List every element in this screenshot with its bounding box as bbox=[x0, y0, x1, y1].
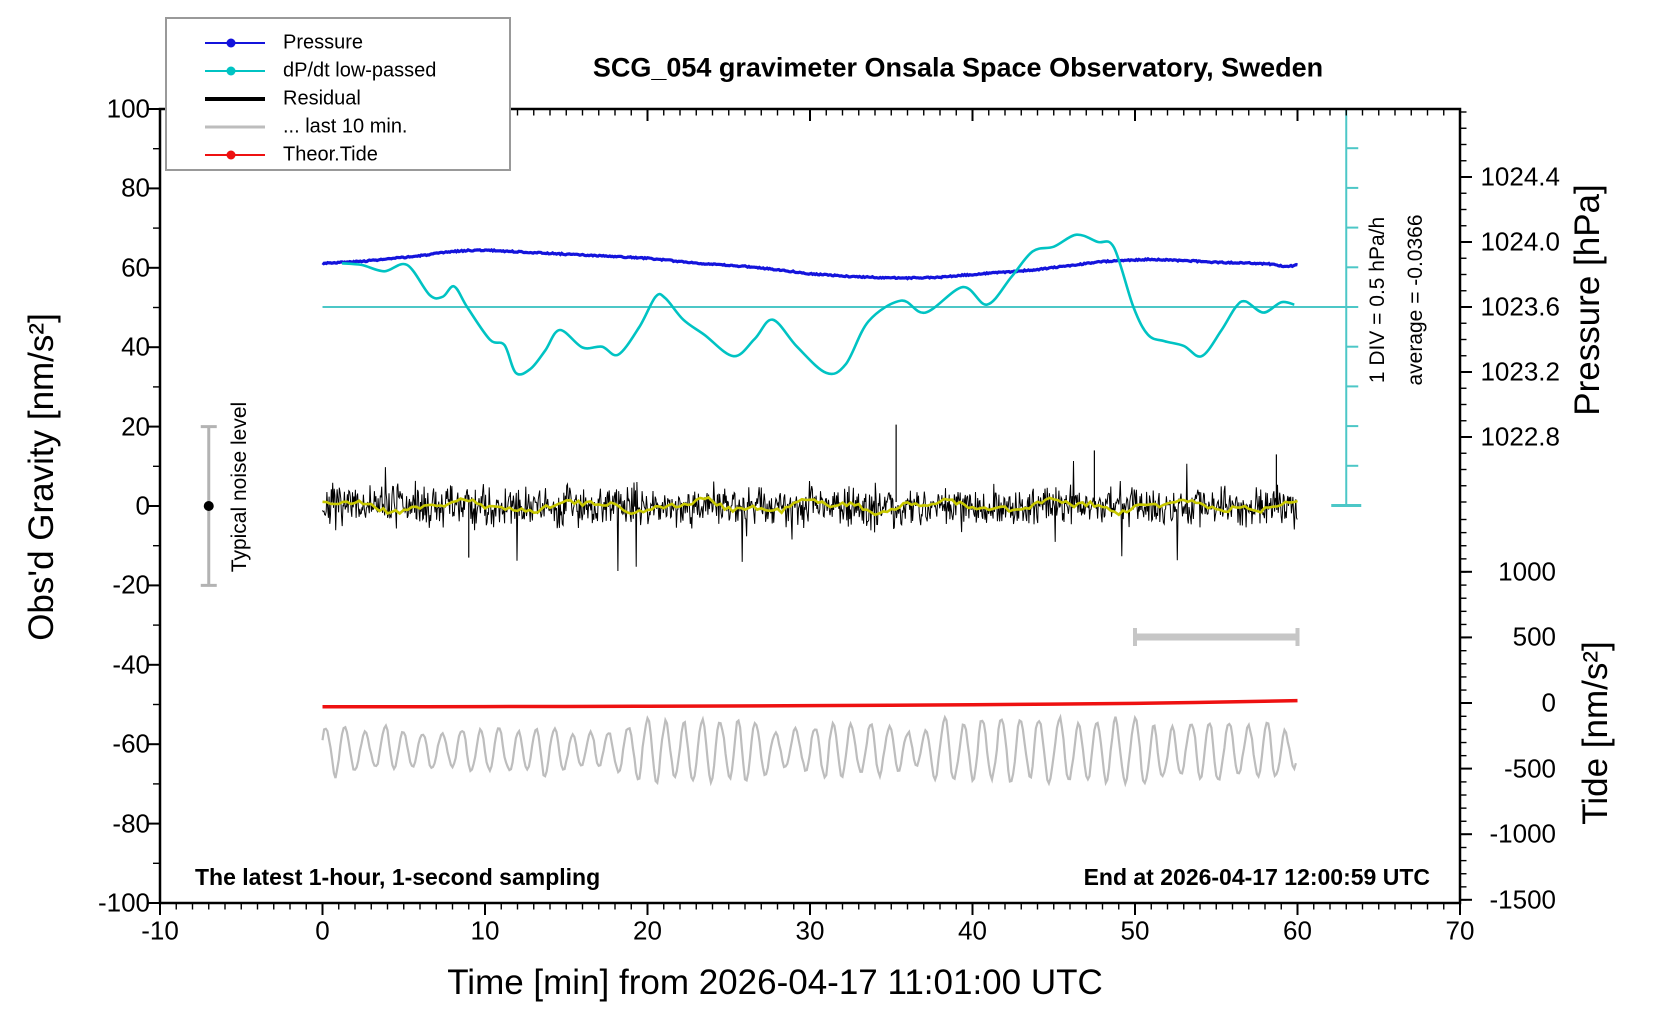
legend-label: Pressure bbox=[283, 31, 364, 54]
tide-tick-label: 1000 bbox=[1498, 556, 1556, 587]
gravity-tick-label: 80 bbox=[121, 172, 150, 203]
gravity-tick-label: -40 bbox=[112, 649, 150, 680]
x-tick-label: -10 bbox=[141, 915, 179, 946]
pressure-tick-label: 1022.8 bbox=[1480, 421, 1560, 452]
gravity-axis-label: Obs'd Gravity [nm/s²] bbox=[22, 313, 61, 641]
x-tick-label: 0 bbox=[315, 915, 330, 946]
sampling-note: The latest 1-hour, 1-second sampling bbox=[195, 864, 601, 890]
x-tick-label: 10 bbox=[470, 915, 500, 946]
tide-tick-label: -500 bbox=[1503, 753, 1556, 784]
pressure-curve bbox=[321, 247, 1298, 281]
legend-box: Pressure dP/dt low-passed Residual ... last… bbox=[165, 17, 511, 171]
noise-level-dot bbox=[203, 501, 214, 511]
legend-label: Residual bbox=[283, 87, 361, 110]
legend-dot-sample bbox=[226, 38, 236, 48]
gravity-tick-label: -60 bbox=[112, 728, 150, 759]
tide-tick-label: -1500 bbox=[1489, 884, 1557, 915]
gravity-tick-label: 60 bbox=[121, 252, 150, 283]
x-tick-label: 50 bbox=[1120, 915, 1150, 946]
tide-axis-label: Tide [nm/s²] bbox=[1576, 641, 1615, 825]
gravity-tick-label: 40 bbox=[121, 331, 150, 362]
dpdt-curve bbox=[341, 233, 1295, 376]
legend-dot-sample bbox=[226, 150, 236, 160]
legend-item-theor-tide: Theor.Tide bbox=[167, 141, 509, 169]
legend-item-dp-dt-low-passed: dP/dt low-passed bbox=[167, 57, 509, 85]
tide-tick-label: -1000 bbox=[1489, 818, 1557, 849]
pressure-axis-label: Pressure [hPa] bbox=[1568, 184, 1607, 416]
tide-tick-label: 500 bbox=[1512, 621, 1556, 652]
legend-label: ... last 10 min. bbox=[283, 115, 408, 138]
gravity-tick-label: 0 bbox=[135, 490, 150, 521]
x-tick-label: 20 bbox=[633, 915, 662, 946]
pressure-tick-label: 1024.0 bbox=[1480, 226, 1560, 257]
legend-item-residual: Residual bbox=[167, 85, 509, 113]
gravity-tick-label: -20 bbox=[112, 569, 150, 600]
gravity-tick-label: -100 bbox=[97, 887, 150, 918]
end-time-note: End at 2026-04-17 12:00:59 UTC bbox=[1083, 864, 1430, 890]
legend-dot-sample bbox=[226, 66, 236, 76]
average-note: average = -0.0366 bbox=[1404, 214, 1427, 386]
residual-curve bbox=[322, 460, 1298, 572]
x-axis-label: Time [min] from 2026-04-17 11:01:00 UTC bbox=[447, 963, 1103, 1002]
residual-smoothed-curve bbox=[322, 495, 1298, 517]
typical-noise-level-note: Typical noise level bbox=[228, 401, 251, 573]
theor-tide-curve bbox=[322, 698, 1298, 709]
legend-item-pressure: Pressure bbox=[167, 29, 509, 57]
legend-line-sample bbox=[205, 97, 265, 101]
pressure-tick-label: 1023.6 bbox=[1480, 291, 1560, 322]
legend-label: Theor.Tide bbox=[283, 143, 378, 166]
div-scale-note: 1 DIV = 0.5 hPa/h bbox=[1366, 216, 1389, 384]
residual-last10-curve bbox=[321, 713, 1297, 788]
pressure-tick-label: 1024.4 bbox=[1480, 161, 1560, 192]
gravity-tick-label: 20 bbox=[121, 411, 150, 442]
legend-label: dP/dt low-passed bbox=[283, 59, 437, 82]
x-tick-label: 70 bbox=[1445, 915, 1475, 946]
pressure-tick-label: 1023.2 bbox=[1480, 356, 1560, 387]
x-tick-label: 40 bbox=[958, 915, 987, 946]
legend-item--last-10-min-: ... last 10 min. bbox=[167, 113, 509, 141]
gravity-tick-label: 100 bbox=[106, 93, 150, 124]
x-tick-label: 60 bbox=[1283, 915, 1312, 946]
legend-line-sample bbox=[205, 125, 265, 129]
tide-tick-label: 0 bbox=[1541, 687, 1556, 718]
plot-title: SCG_054 gravimeter Onsala Space Observat… bbox=[592, 52, 1324, 83]
gravity-tick-label: -80 bbox=[112, 808, 150, 839]
x-tick-label: 30 bbox=[795, 915, 825, 946]
